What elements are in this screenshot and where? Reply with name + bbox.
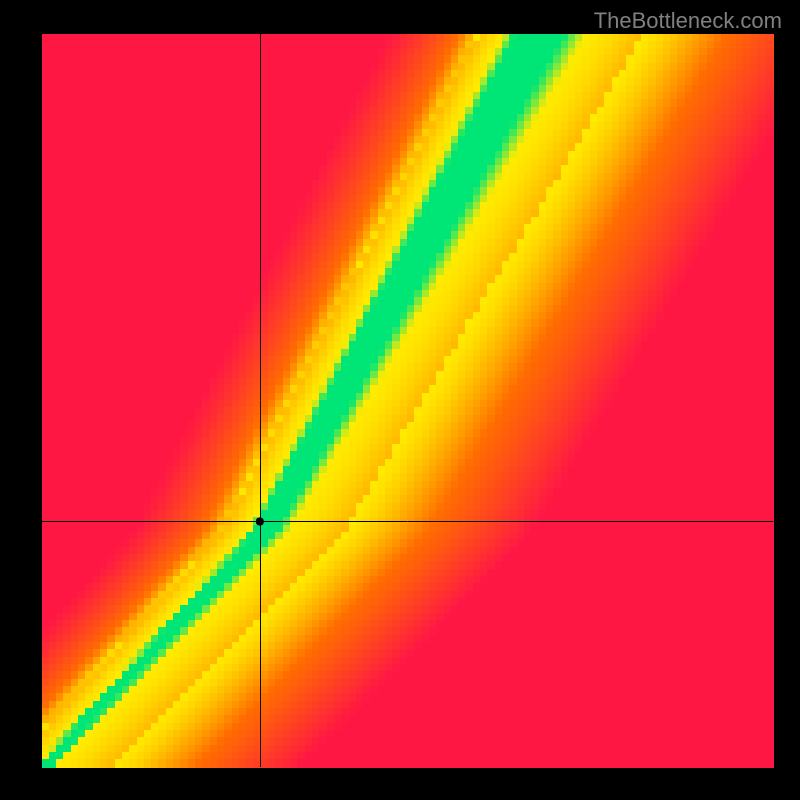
watermark-text: TheBottleneck.com: [594, 8, 782, 34]
heatmap-canvas: [0, 0, 800, 800]
chart-container: TheBottleneck.com: [0, 0, 800, 800]
